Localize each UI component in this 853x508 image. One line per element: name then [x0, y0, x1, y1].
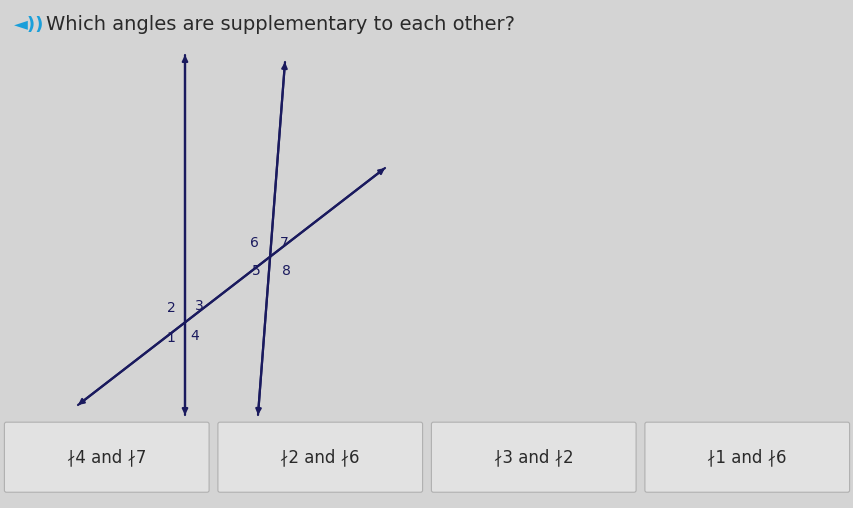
FancyBboxPatch shape [4, 422, 209, 492]
Text: 3: 3 [194, 299, 203, 313]
Text: 6: 6 [249, 236, 258, 249]
Text: ◄)): ◄)) [14, 16, 44, 34]
Text: 1: 1 [166, 331, 175, 345]
Text: 8: 8 [281, 264, 290, 277]
Text: Which angles are supplementary to each other?: Which angles are supplementary to each o… [46, 16, 514, 35]
FancyBboxPatch shape [218, 422, 422, 492]
Text: ∤2 and ∤6: ∤2 and ∤6 [280, 448, 360, 466]
Text: ∤4 and ∤7: ∤4 and ∤7 [67, 448, 146, 466]
FancyBboxPatch shape [644, 422, 849, 492]
Text: ∤1 and ∤6: ∤1 and ∤6 [706, 448, 786, 466]
Text: 2: 2 [166, 301, 175, 315]
Text: 4: 4 [190, 329, 199, 343]
Text: 5: 5 [252, 264, 260, 277]
FancyBboxPatch shape [431, 422, 635, 492]
Text: 7: 7 [280, 236, 288, 249]
Text: ∤3 and ∤2: ∤3 and ∤2 [493, 448, 573, 466]
